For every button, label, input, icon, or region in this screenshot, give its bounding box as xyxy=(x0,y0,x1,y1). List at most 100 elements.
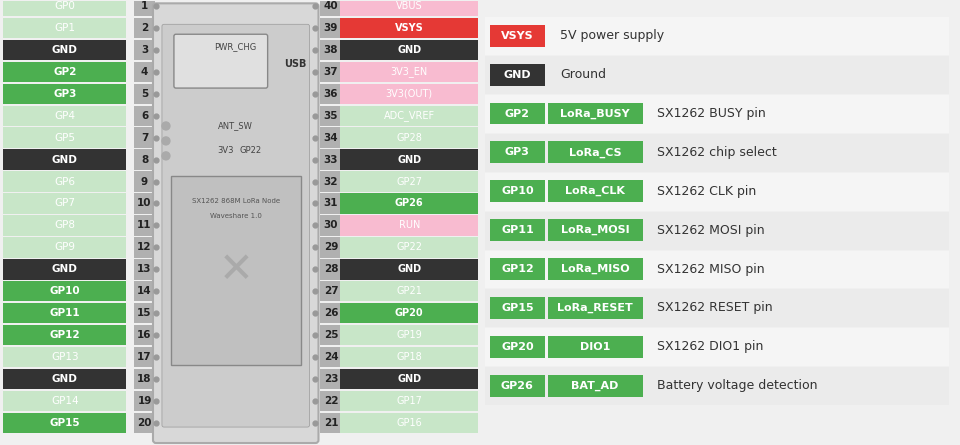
Text: 29: 29 xyxy=(324,243,338,252)
Text: GP17: GP17 xyxy=(396,396,422,406)
FancyBboxPatch shape xyxy=(4,259,126,279)
Text: GP3: GP3 xyxy=(53,89,77,99)
Text: GP20: GP20 xyxy=(501,342,534,352)
Text: GND: GND xyxy=(397,264,421,274)
Text: LoRa_MOSI: LoRa_MOSI xyxy=(561,225,630,235)
Text: GP12: GP12 xyxy=(501,264,534,274)
Text: GP12: GP12 xyxy=(50,330,80,340)
Text: 37: 37 xyxy=(324,67,338,77)
Text: GND: GND xyxy=(397,45,421,55)
Text: SX1262 chip select: SX1262 chip select xyxy=(658,146,778,159)
Text: ADC_VREF: ADC_VREF xyxy=(384,110,435,121)
Text: 23: 23 xyxy=(324,374,338,384)
FancyBboxPatch shape xyxy=(4,62,126,82)
Text: BAT_AD: BAT_AD xyxy=(571,380,619,391)
FancyBboxPatch shape xyxy=(4,40,126,60)
Text: RUN: RUN xyxy=(398,220,420,231)
Text: SX1262 DIO1 pin: SX1262 DIO1 pin xyxy=(658,340,764,353)
Text: GND: GND xyxy=(52,45,78,55)
FancyBboxPatch shape xyxy=(321,259,342,279)
Text: GP0: GP0 xyxy=(55,1,75,11)
Text: GND: GND xyxy=(397,374,421,384)
Text: GP22: GP22 xyxy=(240,146,262,155)
FancyBboxPatch shape xyxy=(341,347,478,367)
FancyBboxPatch shape xyxy=(134,105,155,126)
Text: 32: 32 xyxy=(324,177,338,186)
Circle shape xyxy=(162,152,170,160)
Text: GP2: GP2 xyxy=(53,67,77,77)
Text: 7: 7 xyxy=(141,133,148,143)
FancyBboxPatch shape xyxy=(134,413,155,433)
FancyBboxPatch shape xyxy=(485,17,948,55)
FancyBboxPatch shape xyxy=(490,25,545,47)
FancyBboxPatch shape xyxy=(341,62,478,82)
Text: 8: 8 xyxy=(141,154,148,165)
Text: 4: 4 xyxy=(141,67,148,77)
FancyBboxPatch shape xyxy=(4,391,126,411)
FancyBboxPatch shape xyxy=(4,0,126,16)
Text: 3: 3 xyxy=(141,45,148,55)
FancyBboxPatch shape xyxy=(341,18,478,38)
FancyBboxPatch shape xyxy=(134,150,155,170)
FancyBboxPatch shape xyxy=(321,325,342,345)
FancyBboxPatch shape xyxy=(341,237,478,258)
FancyBboxPatch shape xyxy=(548,375,642,396)
FancyBboxPatch shape xyxy=(485,367,948,405)
FancyBboxPatch shape xyxy=(490,102,545,125)
Text: LoRa_BUSY: LoRa_BUSY xyxy=(561,109,630,119)
FancyBboxPatch shape xyxy=(341,215,478,236)
FancyBboxPatch shape xyxy=(134,369,155,389)
Text: ✕: ✕ xyxy=(218,250,253,291)
FancyBboxPatch shape xyxy=(321,391,342,411)
FancyBboxPatch shape xyxy=(134,0,155,16)
Text: GP28: GP28 xyxy=(396,133,422,143)
Text: 26: 26 xyxy=(324,308,338,318)
Text: 20: 20 xyxy=(137,418,152,428)
FancyBboxPatch shape xyxy=(321,171,342,192)
Text: LoRa_CS: LoRa_CS xyxy=(569,147,621,158)
FancyBboxPatch shape xyxy=(341,413,478,433)
Text: GP6: GP6 xyxy=(55,177,75,186)
Text: 12: 12 xyxy=(137,243,152,252)
Text: GP22: GP22 xyxy=(396,243,422,252)
FancyBboxPatch shape xyxy=(4,413,126,433)
Text: 17: 17 xyxy=(137,352,152,362)
Text: 27: 27 xyxy=(324,286,338,296)
Text: GP16: GP16 xyxy=(396,418,422,428)
FancyBboxPatch shape xyxy=(321,105,342,126)
FancyBboxPatch shape xyxy=(490,180,545,202)
FancyBboxPatch shape xyxy=(134,237,155,258)
FancyBboxPatch shape xyxy=(153,3,319,443)
Text: 38: 38 xyxy=(324,45,338,55)
FancyBboxPatch shape xyxy=(321,413,342,433)
Text: 14: 14 xyxy=(137,286,152,296)
FancyBboxPatch shape xyxy=(321,62,342,82)
Text: GP9: GP9 xyxy=(55,243,75,252)
FancyBboxPatch shape xyxy=(4,303,126,324)
Text: GP26: GP26 xyxy=(395,198,423,208)
Text: 13: 13 xyxy=(137,264,152,274)
FancyBboxPatch shape xyxy=(134,325,155,345)
Text: DIO1: DIO1 xyxy=(580,342,611,352)
Text: 24: 24 xyxy=(324,352,338,362)
FancyBboxPatch shape xyxy=(4,369,126,389)
FancyBboxPatch shape xyxy=(490,336,545,358)
Text: LoRa_MISO: LoRa_MISO xyxy=(561,264,630,274)
Text: GP2: GP2 xyxy=(505,109,530,118)
Text: 11: 11 xyxy=(137,220,152,231)
FancyBboxPatch shape xyxy=(341,259,478,279)
Text: ANT_SW: ANT_SW xyxy=(218,121,253,130)
FancyBboxPatch shape xyxy=(490,297,545,319)
FancyBboxPatch shape xyxy=(485,251,948,288)
FancyBboxPatch shape xyxy=(548,142,642,163)
FancyBboxPatch shape xyxy=(341,150,478,170)
Text: 3V3: 3V3 xyxy=(218,146,234,155)
Text: SX1262 CLK pin: SX1262 CLK pin xyxy=(658,185,756,198)
FancyBboxPatch shape xyxy=(485,212,948,250)
FancyBboxPatch shape xyxy=(341,127,478,148)
FancyBboxPatch shape xyxy=(162,24,309,427)
Text: GP13: GP13 xyxy=(51,352,79,362)
FancyBboxPatch shape xyxy=(548,102,642,125)
FancyBboxPatch shape xyxy=(548,336,642,358)
FancyBboxPatch shape xyxy=(548,258,642,280)
